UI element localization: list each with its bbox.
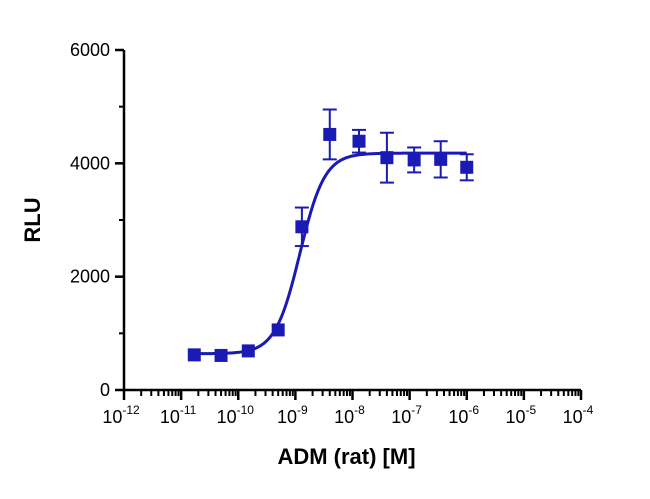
y-tick-label: 4000 [70, 153, 110, 173]
data-point [214, 348, 228, 362]
point-marker [271, 323, 285, 337]
x-tick-label: 10-12 [102, 403, 140, 427]
points-layer [187, 108, 474, 362]
point-marker [434, 152, 448, 166]
point-marker [323, 127, 337, 141]
x-tick-label: 10-9 [277, 403, 308, 427]
point-marker [407, 153, 421, 167]
point-marker [187, 348, 201, 362]
x-tick-label: 10-10 [217, 403, 255, 427]
data-point [433, 140, 448, 179]
point-marker [380, 151, 394, 165]
point-marker [241, 344, 255, 358]
data-point [352, 128, 367, 154]
data-point [187, 348, 201, 362]
data-point [407, 146, 422, 174]
ticks-layer: 0 2000 4000 6000 10-12 10-11 10-10 10-9 10-8 10-7… [70, 40, 594, 427]
x-tick-label: 10-5 [506, 403, 537, 427]
data-point [379, 131, 394, 184]
x-tick-label: 10-7 [391, 403, 422, 427]
x-tick-label: 10-6 [448, 403, 479, 427]
fit-curve [194, 151, 467, 356]
point-marker [295, 220, 309, 234]
x-tick-label: 10-4 [563, 403, 594, 427]
y-tick-label: 0 [100, 380, 110, 400]
point-marker [352, 134, 366, 148]
data-point [294, 206, 309, 248]
y-axis-title: RLU [20, 197, 45, 242]
x-tick-label: 10-8 [334, 403, 365, 427]
x-tick-label: 10-11 [160, 403, 197, 427]
x-axis-title: ADM (rat) [M] [277, 444, 415, 469]
y-tick-label: 2000 [70, 267, 110, 287]
data-point [322, 108, 337, 161]
point-marker [460, 160, 474, 174]
y-tick-label: 6000 [70, 40, 110, 60]
data-point [241, 344, 255, 358]
point-marker [214, 348, 228, 362]
data-point [271, 323, 285, 337]
data-point [459, 153, 474, 182]
